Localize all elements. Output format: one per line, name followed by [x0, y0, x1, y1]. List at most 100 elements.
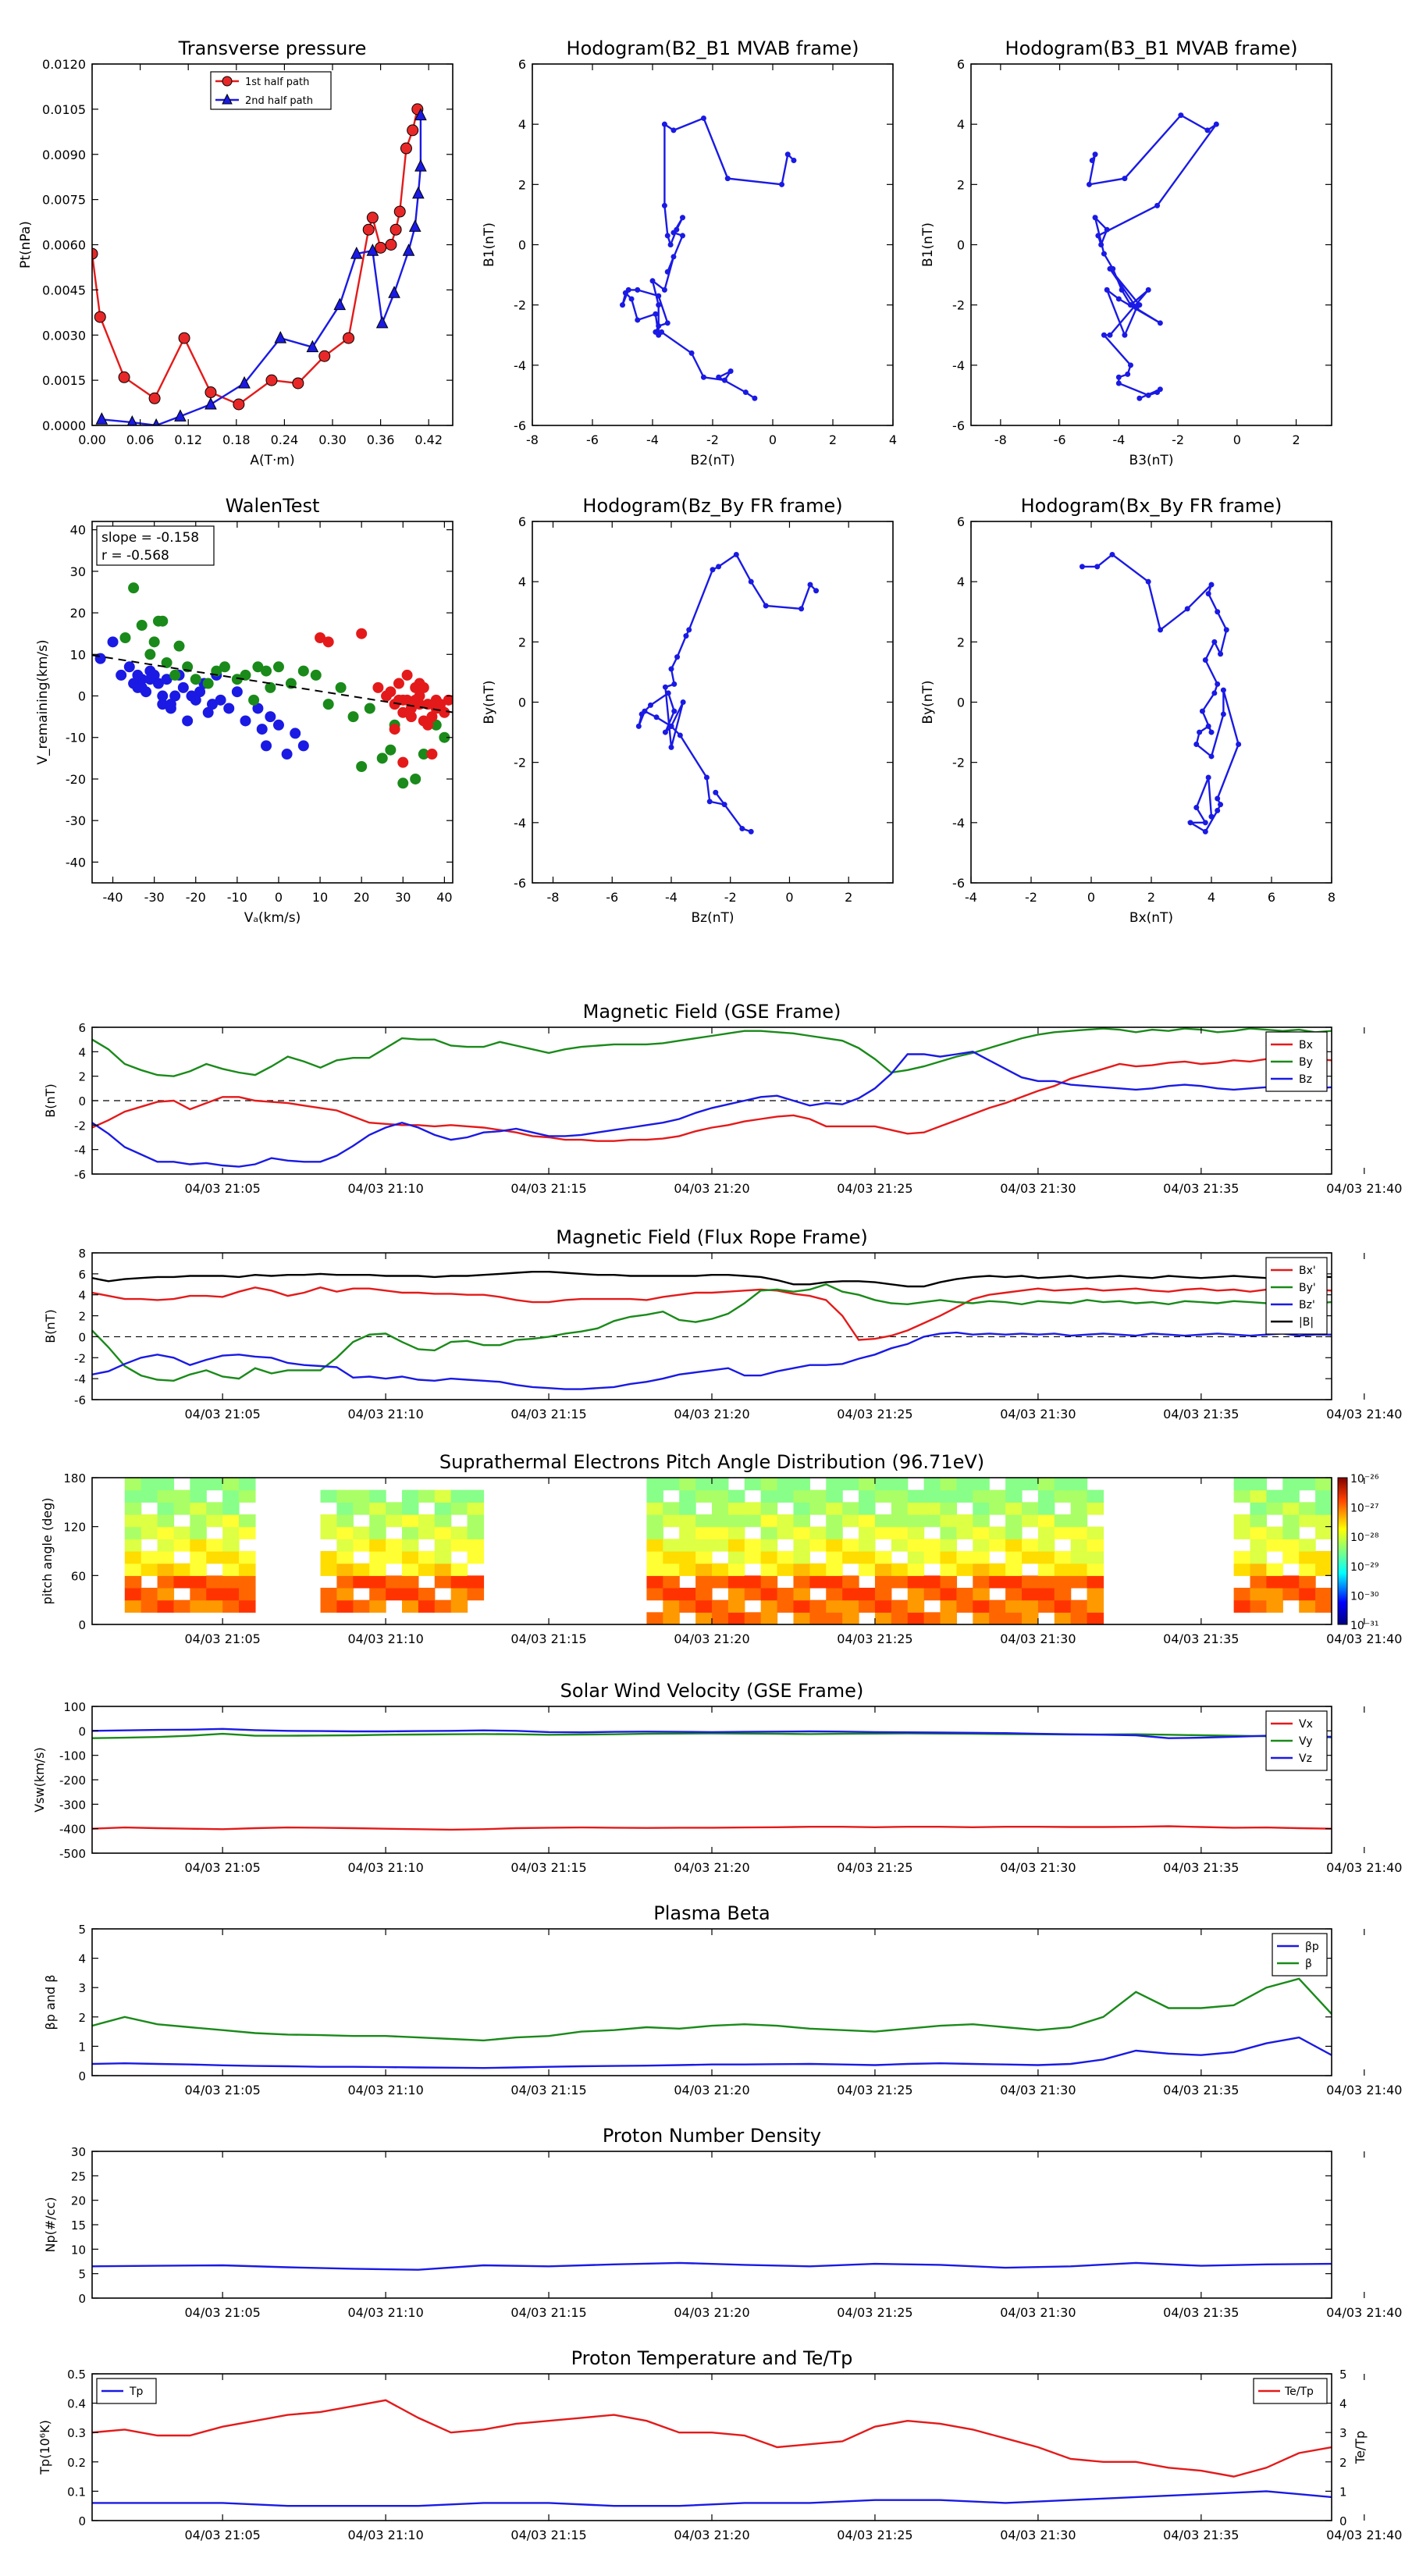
x-tick-label: -4 [665, 890, 678, 905]
x-tick-label: 0.06 [126, 432, 155, 447]
data-point [1094, 564, 1101, 570]
chart-title: Transverse pressure [178, 37, 367, 59]
data-point [1211, 690, 1218, 696]
heatmap-cell [1054, 1551, 1072, 1564]
scatter-point [297, 740, 309, 752]
heatmap-cell [418, 1526, 436, 1539]
heatmap-cell [1022, 1502, 1039, 1515]
heatmap-cell [434, 1539, 452, 1552]
legend-label: By [1299, 1056, 1313, 1069]
data-point [1079, 564, 1085, 570]
scatter-point [335, 681, 347, 693]
heatmap-cell [239, 1563, 256, 1576]
heatmap-cell [727, 1563, 745, 1576]
heatmap-cell [1037, 1575, 1055, 1589]
time-tick-label: 04/03 21:30 [1000, 1631, 1076, 1646]
data-point [318, 350, 331, 362]
series-line-1 [92, 1027, 1332, 1077]
heatmap-cell [320, 1551, 338, 1564]
heatmap-cell [124, 1551, 142, 1564]
heatmap-cell [1005, 1502, 1023, 1515]
heatmap-cell [1250, 1599, 1268, 1613]
x-tick-label: 8 [1328, 890, 1336, 905]
data-point [1133, 305, 1140, 311]
time-tick-label: 04/03 21:10 [347, 1860, 423, 1875]
legend-right: Te/Tp [1253, 2378, 1328, 2404]
heatmap-cell [1282, 1539, 1300, 1552]
heatmap-cell [777, 1563, 795, 1576]
data-point [333, 297, 347, 311]
heatmap-cell [744, 1612, 762, 1624]
scatter-point [265, 681, 276, 693]
legend: βp β [1272, 1933, 1328, 1976]
heatmap-cell [320, 1588, 338, 1601]
heatmap-cell [842, 1478, 859, 1491]
data-point [668, 744, 674, 750]
chart-title: Magnetic Field (Flux Rope Frame) [556, 1226, 867, 1248]
heatmap-cell [973, 1588, 990, 1601]
data-point [1122, 176, 1128, 182]
y-tick-label: 0.0090 [42, 148, 86, 162]
data-point [126, 415, 137, 425]
heatmap-cell [1250, 1514, 1268, 1528]
heatmap-cell [907, 1502, 925, 1515]
y-tick-label: 0 [78, 689, 86, 704]
scatter-point [190, 674, 201, 685]
colorbar-tick-label: 10⁻²⁷ [1350, 1503, 1378, 1515]
heatmap-cell [695, 1489, 713, 1503]
heatmap-cell [1070, 1526, 1088, 1539]
heatmap-cell [923, 1502, 941, 1515]
time-tick-label: 04/03 21:40 [1326, 2528, 1402, 2542]
data-point [389, 223, 402, 236]
heatmap-cell [140, 1514, 158, 1528]
heatmap-cell [1037, 1526, 1055, 1539]
heatmap-cell [907, 1526, 925, 1539]
heatmap-cell [157, 1588, 175, 1601]
data-point [1115, 296, 1122, 302]
data-point [265, 374, 278, 386]
y-tick-label: 25 [71, 2169, 86, 2183]
data-point [733, 551, 739, 557]
heatmap-cell [190, 1588, 207, 1601]
heatmap-cell [712, 1612, 729, 1624]
x-tick-label: -6 [1054, 432, 1066, 447]
data-point [674, 654, 681, 660]
heatmap-cell [1037, 1599, 1055, 1613]
series-line-3 [92, 1270, 1332, 1288]
series-line-0 [92, 2490, 1332, 2507]
heatmap-cell [712, 1575, 729, 1589]
y-tick-label: -2 [952, 756, 965, 770]
heatmap-cell [124, 1563, 142, 1576]
heatmap-cell [859, 1539, 876, 1552]
heatmap-cell [695, 1551, 713, 1564]
y-tick-label: 4 [518, 575, 526, 589]
scatter-point [177, 681, 189, 693]
heatmap-cell [826, 1526, 843, 1539]
heatmap-cell [727, 1502, 745, 1515]
heatmap-cell [956, 1563, 973, 1576]
heatmap-cell [760, 1563, 778, 1576]
heatmap-cell [402, 1539, 419, 1552]
x-tick-label: 2 [1147, 890, 1155, 905]
data-point [148, 392, 161, 404]
data-point [1104, 286, 1110, 293]
chart-title: Hodogram(Bz_By FR frame) [582, 495, 842, 517]
heatmap-cell [989, 1612, 1006, 1624]
heatmap-cell [744, 1502, 762, 1515]
heatmap-cell [239, 1599, 256, 1613]
time-tick-label: 04/03 21:40 [1326, 2305, 1402, 2320]
heatmap-cell [842, 1612, 859, 1624]
x-tick-label: -6 [606, 890, 618, 905]
x-tick-label: -2 [724, 890, 737, 905]
plot-area [92, 2399, 1332, 2507]
heatmap-cell [891, 1563, 909, 1576]
y-tick-label: 2 [518, 635, 526, 649]
heatmap-cell [907, 1575, 925, 1589]
data-point [688, 350, 695, 356]
heatmap-cell [1299, 1539, 1316, 1552]
data-point [703, 774, 710, 781]
heatmap-cell [353, 1526, 370, 1539]
data-point [1205, 723, 1211, 729]
time-tick-label: 04/03 21:35 [1163, 1407, 1239, 1421]
heatmap-cell [989, 1526, 1006, 1539]
